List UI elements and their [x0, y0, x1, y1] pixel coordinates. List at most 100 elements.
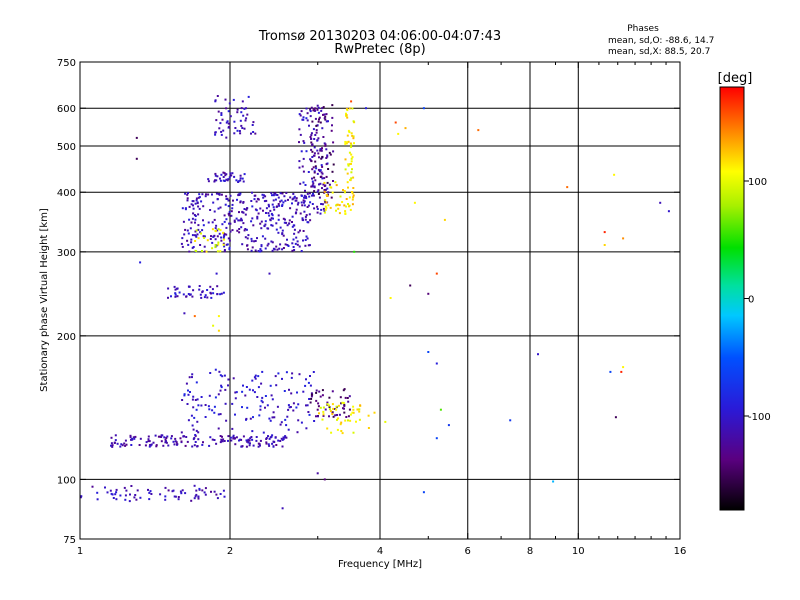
echo-point — [219, 413, 222, 416]
echo-point — [346, 109, 349, 112]
echo-point — [209, 372, 212, 374]
echo-point — [163, 436, 166, 439]
echo-point — [324, 189, 327, 192]
echo-point — [303, 141, 306, 144]
echo-point — [257, 375, 260, 378]
echo-point — [330, 431, 333, 434]
echo-point — [147, 438, 150, 441]
echo-point — [317, 152, 320, 155]
echo-point — [242, 384, 244, 387]
echo-point — [228, 102, 231, 105]
echo-point — [335, 184, 338, 187]
echo-point — [295, 197, 298, 200]
echo-point — [204, 294, 207, 297]
echo-point — [314, 179, 317, 182]
echo-point — [252, 121, 255, 124]
echo-point — [200, 396, 203, 398]
echo-point — [238, 130, 241, 132]
echo-point — [310, 137, 313, 140]
echo-point — [326, 427, 329, 430]
echo-point — [236, 129, 239, 132]
echo-point — [312, 128, 315, 131]
echo-point — [352, 408, 355, 411]
echo-point — [344, 210, 347, 213]
phase-stats-x: mean, sd,X: 88.5, 20.7 — [608, 47, 710, 57]
echo-point — [256, 237, 258, 240]
echo-point — [240, 226, 243, 229]
echo-point — [315, 391, 318, 394]
echo-point — [322, 406, 325, 409]
echo-point — [292, 224, 295, 227]
echo-point — [315, 131, 318, 134]
echo-point — [249, 442, 251, 445]
echo-point — [251, 217, 254, 220]
echo-point — [336, 418, 338, 421]
echo-point — [312, 109, 315, 112]
echo-point — [221, 435, 223, 438]
echo-point — [131, 437, 134, 440]
echo-point — [310, 395, 313, 398]
echo-point — [264, 223, 267, 226]
echo-point — [233, 219, 236, 222]
echo-point — [353, 142, 355, 145]
echo-point — [229, 222, 232, 225]
echo-point — [334, 181, 337, 184]
echo-point — [265, 199, 268, 202]
echo-point — [164, 498, 167, 501]
echo-point — [274, 192, 277, 195]
echo-point — [263, 200, 266, 203]
echo-point — [327, 120, 329, 123]
colorbar: [deg] -100 0 100 — [718, 71, 771, 511]
echo-point — [323, 181, 326, 184]
echo-point — [185, 436, 188, 438]
echo-point — [283, 221, 286, 224]
echo-point — [223, 235, 226, 237]
echo-point — [347, 186, 349, 189]
echo-point — [116, 442, 119, 445]
echo-point — [266, 404, 269, 407]
echo-point — [236, 108, 239, 111]
echo-point — [313, 176, 316, 179]
echo-point — [181, 207, 184, 210]
echo-point — [228, 214, 231, 217]
echo-point — [317, 193, 320, 195]
echo-point — [179, 490, 182, 493]
echo-point — [308, 398, 311, 400]
echo-point — [304, 218, 307, 221]
echo-point — [217, 315, 220, 318]
echo-point — [240, 217, 243, 220]
echo-point — [191, 398, 194, 401]
echo-point — [328, 404, 330, 407]
echo-point — [315, 389, 318, 392]
echo-point — [314, 165, 317, 168]
echo-point — [300, 150, 303, 153]
echo-point — [91, 485, 94, 488]
echo-point — [443, 218, 446, 221]
echo-point — [310, 392, 313, 395]
echo-point — [186, 403, 189, 405]
echo-point — [314, 117, 317, 120]
echo-point — [281, 205, 284, 207]
echo-point — [227, 199, 230, 202]
echo-point — [314, 107, 317, 110]
echo-point — [223, 180, 226, 182]
echo-point — [327, 191, 330, 194]
echo-point — [130, 444, 133, 446]
echo-point — [297, 419, 300, 422]
echo-point — [223, 374, 226, 377]
echo-point — [209, 285, 212, 288]
echo-point — [207, 180, 210, 183]
echo-point — [225, 107, 228, 110]
echo-point — [180, 431, 183, 434]
echo-point — [324, 118, 327, 121]
echo-point — [316, 211, 319, 214]
echo-point — [123, 486, 126, 489]
chart-title: Tromsø 20130203 04:06:00-04:07:43 — [258, 29, 501, 44]
echo-point — [351, 156, 354, 159]
echo-point — [303, 201, 305, 204]
echo-point — [203, 235, 206, 238]
echo-point — [225, 198, 228, 200]
echo-point — [350, 171, 353, 174]
echo-point — [221, 118, 224, 121]
echo-point — [271, 416, 274, 419]
